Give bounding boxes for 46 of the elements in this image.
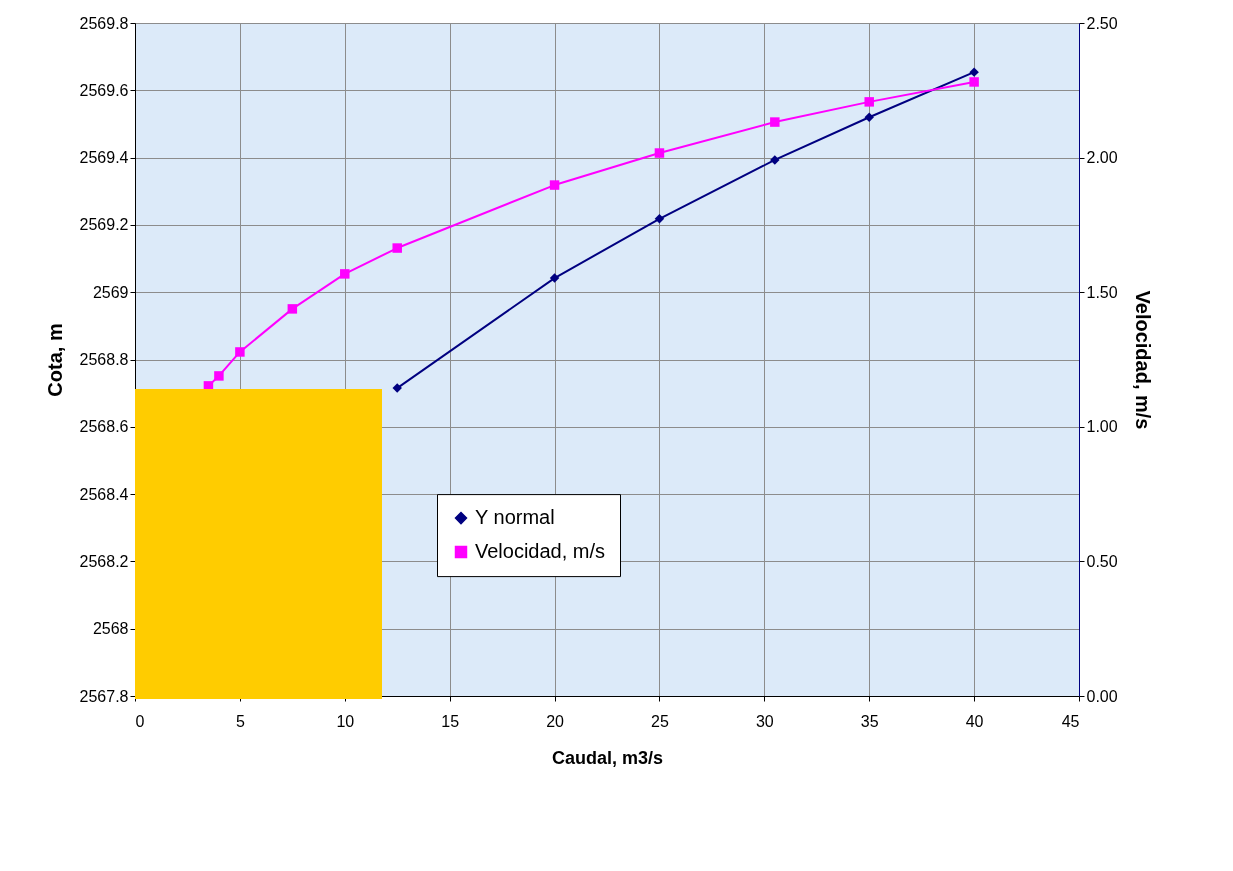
y-tick-label: 2569 [92,283,129,301]
point [392,383,402,393]
y-axis-title: Cota, m [43,323,66,397]
point [214,371,224,381]
legend-label: Y normal [475,506,555,529]
x-axis-title: Caudal, m3/s [551,747,664,768]
x-tick-label: 45 [1061,712,1080,730]
x-tick-label: 25 [651,712,669,730]
point [549,180,560,190]
y-tick-label: 2569.4 [79,149,129,167]
x-tick-label: 35 [860,712,879,730]
point [549,273,560,283]
legend-label: Velocidad, m/s [475,540,606,563]
point [340,269,350,279]
y2-axis-title: Velocidad, m/s [1131,290,1154,430]
y-tick-label: 2569.6 [79,81,129,99]
y-tick-label: 2567.8 [79,687,129,705]
x-tick-label: 30 [755,712,774,730]
y2-tick-label: 0.50 [1086,552,1118,570]
point [235,347,245,357]
y-tick-label: 2568.6 [79,418,129,436]
x-tick-label: 20 [546,712,565,730]
y-tick-label: 2569.8 [79,14,129,32]
point [654,214,665,224]
y2-tick-label: 1.50 [1086,283,1118,301]
y-tick-label: 2568 [92,620,129,638]
x-tick-label: 15 [441,712,460,730]
y-tick-label: 2568.8 [79,351,129,368]
x-tick-label: 40 [965,712,984,730]
point [864,97,874,107]
x-tick-label: 0 [135,712,145,730]
point [770,117,780,127]
y-tick-label: 2568.2 [79,552,129,570]
y2-tick-label: 1.00 [1086,418,1118,436]
y-tick-label: 2569.2 [79,216,129,234]
y2-tick-label: 2.50 [1086,14,1118,32]
y2-tick-label: 0.00 [1086,687,1118,705]
point [392,243,402,253]
point [287,304,298,314]
point [969,77,979,87]
y-tick-label: 2568.4 [79,485,129,503]
x-tick-label: 10 [336,712,355,730]
point [864,112,874,122]
y2-tick-label: 2.00 [1086,149,1118,167]
point [654,148,665,158]
x-tick-label: 5 [235,712,245,730]
